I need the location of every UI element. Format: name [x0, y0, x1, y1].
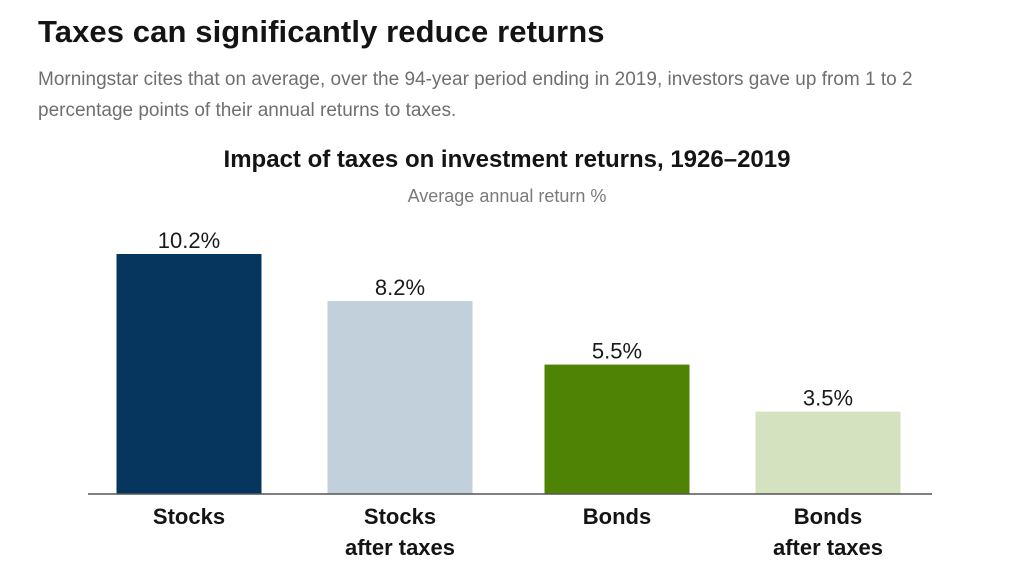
- value-label-3: 5.5%: [592, 339, 642, 364]
- category-label-1: Stocks: [153, 504, 225, 529]
- category-label-4-line-2: after taxes: [773, 535, 883, 560]
- chart-title: Impact of taxes on investment returns, 1…: [223, 146, 791, 173]
- value-label-4: 3.5%: [803, 386, 853, 411]
- chart-subtitle: Average annual return %: [407, 186, 607, 206]
- intro-text: Morningstar cites that on average, over …: [38, 69, 913, 121]
- bar-3: [544, 364, 690, 494]
- value-label-1: 10.2%: [158, 228, 220, 253]
- category-label-3: Bonds: [583, 504, 651, 529]
- page-headline: Taxes can significantly reduce returns: [38, 14, 605, 49]
- bar-2: [327, 301, 473, 494]
- bar-1: [116, 254, 262, 494]
- category-label-2-line-2: after taxes: [345, 535, 455, 560]
- bar-4: [755, 411, 901, 494]
- category-label-4-line-1: Bonds: [794, 504, 862, 529]
- category-label-2-line-1: Stocks: [364, 504, 436, 529]
- value-label-2: 8.2%: [375, 275, 425, 300]
